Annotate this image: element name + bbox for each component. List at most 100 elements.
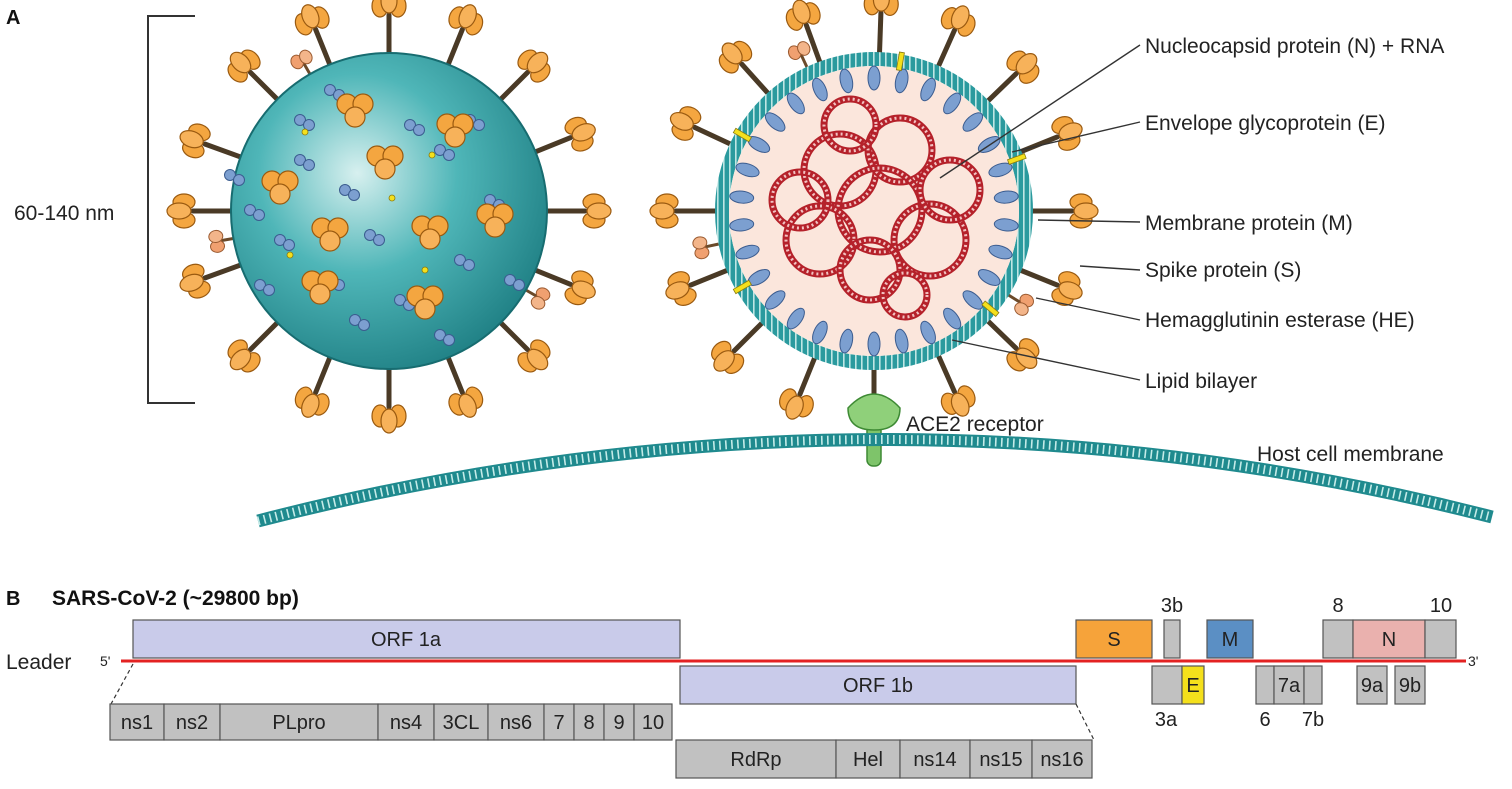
membrane-protein-icon (894, 68, 909, 94)
envelope-protein-icon (301, 128, 309, 136)
membrane-protein-icon (993, 218, 1019, 232)
spike-top-icon (406, 285, 444, 320)
spike-protein-icon (371, 358, 407, 434)
ace2-receptor (847, 393, 901, 467)
envelope-protein-icon (981, 300, 1000, 317)
five-prime-label: 5' (100, 653, 110, 669)
hemagglutinin-esterase-icon (290, 49, 313, 77)
gene-7b-box (1303, 665, 1323, 705)
spike-protein-icon (669, 106, 739, 150)
nsp-8-box (573, 703, 605, 741)
orf1a-label: ORF 1a (371, 629, 442, 651)
gene-e-box (1181, 665, 1205, 705)
membrane-protein-icon (943, 92, 962, 115)
membrane-protein-icon (962, 290, 984, 310)
orf1a-box (132, 619, 681, 659)
nsp-7-label: 7 (553, 712, 564, 734)
nsp-ns14-box (899, 739, 971, 779)
membrane-protein-icon (274, 234, 295, 251)
membrane-protein-icon (839, 68, 854, 94)
membrane-protein-icon (988, 244, 1013, 260)
membrane-protein-icon (294, 114, 315, 131)
gene-9b-label: 9b (1399, 675, 1421, 697)
gene-m-label: M (1222, 629, 1239, 651)
membrane-protein-icon (454, 254, 475, 271)
membrane-protein-icon (764, 112, 786, 132)
nsp-ns14-label: ns14 (913, 749, 956, 771)
gene-9b-box (1394, 665, 1426, 705)
membrane-protein-icon (812, 77, 828, 102)
spike-protein-icon (980, 50, 1040, 108)
membrane-protein-icon (254, 279, 275, 296)
membrane-protein-icon (786, 307, 805, 330)
nsp-ns1-label: ns1 (121, 712, 153, 734)
membrane-protein-icon (977, 269, 1001, 286)
gene-n-label: N (1382, 629, 1396, 651)
hemagglutinin-esterase-icon (1007, 293, 1034, 316)
nsp-RdRp-label: RdRp (730, 749, 781, 771)
membrane-protein-icon (920, 77, 936, 102)
spike-protein-icon (1012, 265, 1083, 306)
membrane-protein-icon (988, 162, 1013, 178)
membrane-protein-icon (943, 307, 962, 330)
orf1b-box (679, 665, 1077, 705)
spike-top-icon (366, 145, 404, 180)
nsp-PLpro-label: PLpro (272, 712, 325, 734)
label-leaders (939, 44, 1141, 381)
gene-3a-label: 3a (1155, 709, 1178, 731)
genome-title: SARS-CoV-2 (~29800 bp) (52, 587, 299, 610)
spike-protein-icon (863, 0, 899, 62)
membrane-protein-icon (962, 112, 984, 132)
membrane-protein-icon (867, 65, 881, 91)
gene-3b-label: 3b (1161, 595, 1183, 617)
spike-protein-icon (179, 259, 251, 299)
spike-protein-icon (779, 349, 820, 420)
gene-e-label: E (1186, 675, 1199, 697)
spike-protein-icon (665, 265, 736, 306)
spike-protein-icon (649, 193, 725, 229)
gene-3a-box (1151, 665, 1183, 705)
nsp-ns16-label: ns16 (1040, 749, 1083, 771)
spike-protein-icon (785, 0, 825, 71)
virion-exterior (166, 0, 612, 434)
membrane-protein-icon (434, 144, 455, 161)
membrane-protein-icon (729, 190, 755, 204)
nsp-RdRp-box (675, 739, 837, 779)
membrane-protein-icon (434, 329, 455, 346)
nsp-10-box (633, 703, 673, 741)
gene-3b-box (1163, 619, 1181, 659)
spike-protein-icon (492, 314, 551, 373)
membrane-protein-icon (993, 190, 1019, 204)
envelope-protein-icon (895, 51, 905, 72)
gene-8-box (1322, 619, 1354, 659)
spike-protein-icon (718, 40, 775, 101)
spike-protein-icon (294, 4, 336, 75)
gene-9a-box (1356, 665, 1388, 705)
membrane-protein-icon (504, 274, 525, 291)
spike-protein-icon (525, 116, 596, 158)
membrane-protein-icon (729, 218, 755, 232)
membrane-protein-icon (349, 314, 370, 331)
spike-protein-icon (1023, 193, 1099, 229)
membrane-protein-icon (339, 184, 360, 201)
spike-top-icon (476, 203, 514, 238)
nsp-ns16-box (1031, 739, 1093, 779)
membrane-protein-icon (894, 328, 909, 354)
nsp-3CL-label: 3CL (443, 712, 480, 734)
orf1b-label: ORF 1b (843, 675, 913, 697)
spike-top-icon (411, 215, 449, 250)
gene-9a-label: 9a (1361, 675, 1384, 697)
membrane-protein-icon (244, 204, 265, 221)
nsp-ns6-box (487, 703, 545, 741)
spike-protein-icon (294, 347, 336, 418)
spike-protein-icon (179, 123, 251, 163)
membrane-protein-icon (786, 92, 805, 115)
virion-cross-section (649, 0, 1099, 436)
ace2-label: ACE2 receptor (906, 413, 1044, 436)
membrane-protein-icon (294, 154, 315, 171)
spike-protein-icon (980, 314, 1040, 372)
spike-top-icon (436, 113, 474, 148)
nsp-8-label: 8 (583, 712, 594, 734)
spike-top-icon (336, 93, 374, 128)
